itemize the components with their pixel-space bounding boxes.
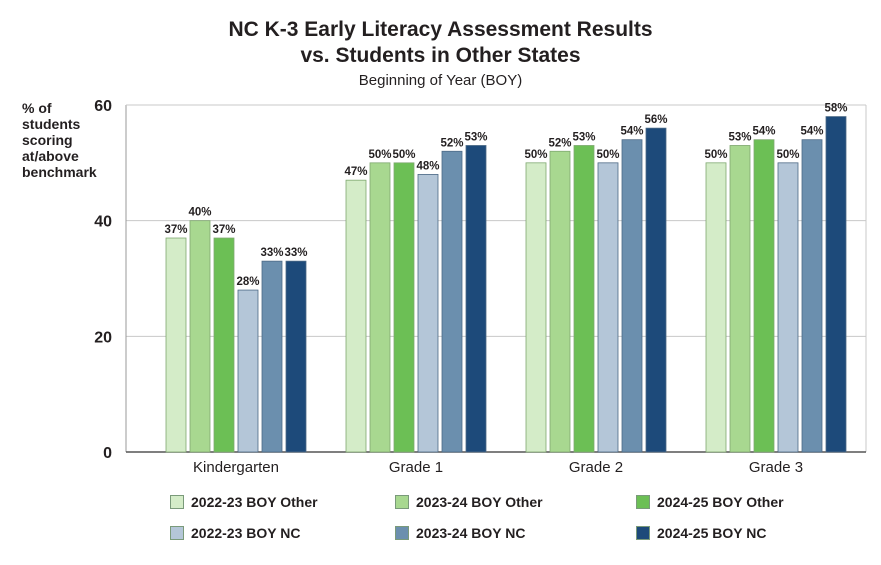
data-label: 50% xyxy=(704,149,727,161)
bar xyxy=(753,139,775,453)
bar xyxy=(393,162,415,453)
bar xyxy=(189,220,211,453)
data-label: 50% xyxy=(392,149,415,161)
bar xyxy=(525,162,547,453)
y-tick-label: 0 xyxy=(103,445,112,462)
x-tick-label: Grade 3 xyxy=(749,459,803,476)
chart-subtitle: Beginning of Year (BOY) xyxy=(358,72,523,89)
data-label: 56% xyxy=(644,114,667,126)
data-label: 50% xyxy=(524,149,547,161)
legend-label: 2024-25 BOY Other xyxy=(657,494,784,510)
data-label: 50% xyxy=(368,149,391,161)
data-label: 58% xyxy=(824,103,847,115)
legend-item: 2023-24 BOY NC xyxy=(395,525,525,541)
bar xyxy=(825,116,847,453)
y-axis-label-line: students xyxy=(22,116,81,132)
legend-item: 2023-24 BOY Other xyxy=(395,494,543,510)
legend-item: 2022-23 BOY NC xyxy=(170,525,300,541)
data-label: 53% xyxy=(464,131,487,143)
bar xyxy=(345,179,367,453)
data-label: 53% xyxy=(728,131,751,143)
x-tick-label: Grade 1 xyxy=(389,459,443,476)
y-axis-label: % of students scoring at/above benchmark xyxy=(22,100,97,180)
legend-swatch xyxy=(636,526,650,540)
y-axis-label-line: benchmark xyxy=(22,164,97,180)
data-label: 52% xyxy=(548,137,571,149)
legend-label: 2022-23 BOY NC xyxy=(191,525,301,541)
bar xyxy=(261,260,283,453)
data-label: 33% xyxy=(284,247,307,259)
bar xyxy=(573,145,595,453)
legend-swatch xyxy=(170,495,184,509)
bar xyxy=(369,162,391,453)
data-label: 37% xyxy=(164,224,187,236)
data-label: 50% xyxy=(596,149,619,161)
data-label: 28% xyxy=(236,276,259,288)
legend-swatch xyxy=(395,526,409,540)
bar xyxy=(213,237,235,453)
chart-title: NC K-3 Early Literacy Assessment Results xyxy=(228,18,653,41)
bar xyxy=(621,139,643,453)
bar xyxy=(441,150,463,453)
bar xyxy=(285,260,307,453)
y-axis-label-line: at/above xyxy=(22,148,79,164)
legend-swatch xyxy=(170,526,184,540)
data-label: 37% xyxy=(212,224,235,236)
data-label: 53% xyxy=(572,131,595,143)
bar xyxy=(597,162,619,453)
bar xyxy=(165,237,187,453)
bar xyxy=(237,289,259,453)
data-label: 54% xyxy=(800,126,823,138)
bar xyxy=(645,127,667,453)
x-tick-label: Kindergarten xyxy=(193,459,279,476)
bar xyxy=(729,145,751,453)
legend-item: 2022-23 BOY Other xyxy=(170,494,318,510)
legend-swatch xyxy=(395,495,409,509)
y-tick-label: 20 xyxy=(94,329,112,346)
data-label: 54% xyxy=(620,126,643,138)
data-label: 50% xyxy=(776,149,799,161)
bar xyxy=(777,162,799,453)
legend-label: 2022-23 BOY Other xyxy=(191,494,318,510)
bar xyxy=(465,145,487,453)
bar xyxy=(549,150,571,453)
y-axis-label-line: scoring xyxy=(22,132,73,148)
y-tick-label: 60 xyxy=(94,98,112,115)
bar xyxy=(417,173,439,453)
data-label: 48% xyxy=(416,160,439,172)
x-tick-label: Grade 2 xyxy=(569,459,623,476)
legend-label: 2023-24 BOY NC xyxy=(416,525,526,541)
legend-label: 2024-25 BOY NC xyxy=(657,525,767,541)
data-label: 47% xyxy=(344,166,367,178)
legend-item: 2024-25 BOY Other xyxy=(636,494,784,510)
bar xyxy=(801,139,823,453)
legend-label: 2023-24 BOY Other xyxy=(416,494,543,510)
y-axis-label-line: % of xyxy=(22,100,52,116)
data-label: 33% xyxy=(260,247,283,259)
bar xyxy=(705,162,727,453)
chart-title-line2: vs. Students in Other States xyxy=(300,44,581,67)
y-tick-label: 40 xyxy=(94,214,112,231)
data-label: 40% xyxy=(188,207,211,219)
data-label: 52% xyxy=(440,137,463,149)
data-label: 54% xyxy=(752,126,775,138)
legend-swatch xyxy=(636,495,650,509)
legend-item: 2024-25 BOY NC xyxy=(636,525,766,541)
